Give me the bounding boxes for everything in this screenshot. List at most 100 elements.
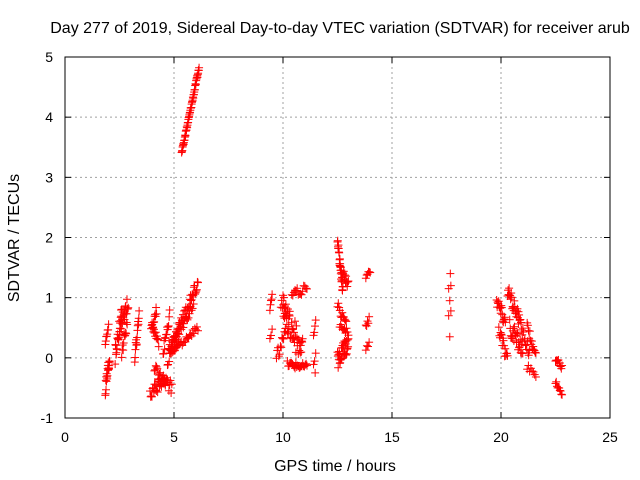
data-point bbox=[514, 307, 523, 316]
data-point bbox=[296, 363, 305, 372]
data-point bbox=[344, 342, 353, 351]
data-point bbox=[290, 317, 299, 326]
data-point bbox=[506, 295, 515, 304]
data-point bbox=[192, 285, 201, 294]
data-point bbox=[302, 361, 311, 370]
data-point bbox=[517, 325, 526, 334]
x-tick-label: 15 bbox=[384, 429, 400, 445]
data-point bbox=[123, 320, 132, 329]
data-point bbox=[293, 284, 302, 293]
data-point bbox=[342, 336, 351, 345]
data-point bbox=[503, 351, 512, 360]
data-point bbox=[152, 309, 161, 318]
data-point bbox=[365, 338, 374, 347]
data-point bbox=[445, 332, 454, 341]
data-point bbox=[131, 345, 140, 354]
data-point bbox=[187, 306, 196, 315]
data-point bbox=[337, 354, 346, 363]
data-point bbox=[189, 329, 198, 338]
data-point bbox=[185, 309, 194, 318]
data-point bbox=[501, 318, 510, 327]
data-point bbox=[278, 333, 287, 342]
data-point bbox=[496, 309, 505, 318]
data-point bbox=[556, 386, 565, 395]
data-point bbox=[336, 262, 345, 271]
data-point bbox=[510, 322, 519, 331]
data-point bbox=[161, 334, 170, 343]
data-point bbox=[193, 326, 202, 335]
data-point bbox=[163, 361, 172, 370]
data-point bbox=[124, 303, 133, 312]
data-point bbox=[500, 313, 509, 322]
data-point bbox=[276, 342, 285, 351]
data-point bbox=[192, 322, 201, 331]
data-point bbox=[122, 295, 131, 304]
data-point bbox=[189, 300, 198, 309]
x-tick-label: 25 bbox=[602, 429, 618, 445]
data-point bbox=[501, 344, 510, 353]
data-point bbox=[556, 362, 565, 371]
data-point bbox=[341, 316, 350, 325]
axis-ticks bbox=[64, 56, 611, 419]
data-point bbox=[335, 248, 344, 257]
y-tick-labels: -1 0 1 2 3 4 5 bbox=[41, 49, 54, 426]
data-point bbox=[361, 346, 370, 355]
data-point bbox=[151, 328, 160, 337]
y-tick-label: 2 bbox=[45, 230, 53, 246]
data-point bbox=[275, 350, 284, 359]
data-point bbox=[497, 330, 506, 339]
data-point bbox=[159, 349, 168, 358]
data-point bbox=[499, 336, 508, 345]
data-point bbox=[168, 347, 177, 356]
data-point bbox=[267, 296, 276, 305]
data-point bbox=[152, 387, 161, 396]
data-point bbox=[192, 287, 201, 296]
data-point bbox=[111, 360, 120, 369]
data-point bbox=[339, 267, 348, 276]
data-point bbox=[290, 328, 299, 337]
data-point bbox=[364, 342, 373, 351]
data-point bbox=[516, 348, 525, 357]
data-point bbox=[179, 338, 188, 347]
data-point bbox=[162, 330, 171, 339]
data-point bbox=[505, 291, 514, 300]
data-point bbox=[310, 328, 319, 337]
data-point bbox=[297, 290, 306, 299]
data-point bbox=[165, 357, 174, 366]
data-point bbox=[177, 325, 186, 334]
data-point bbox=[310, 357, 319, 366]
data-point bbox=[297, 348, 306, 357]
data-point bbox=[266, 300, 275, 309]
data-point bbox=[154, 335, 163, 344]
data-point bbox=[280, 314, 289, 323]
data-point bbox=[334, 363, 343, 372]
y-tick-label: 3 bbox=[45, 169, 53, 185]
data-point bbox=[507, 289, 516, 298]
data-point bbox=[268, 290, 277, 299]
data-point bbox=[117, 353, 126, 362]
data-point bbox=[298, 334, 307, 343]
data-point bbox=[558, 361, 567, 370]
data-point bbox=[156, 368, 165, 377]
data-point bbox=[103, 371, 112, 380]
y-tick-label: 4 bbox=[45, 109, 53, 125]
x-tick-label: 20 bbox=[493, 429, 509, 445]
data-point bbox=[195, 63, 204, 72]
data-point bbox=[365, 267, 374, 276]
data-point bbox=[118, 319, 127, 328]
x-tick-label: 10 bbox=[275, 429, 291, 445]
data-point bbox=[552, 377, 561, 386]
data-point bbox=[187, 295, 196, 304]
data-point bbox=[343, 344, 352, 353]
data-point bbox=[135, 306, 144, 315]
data-point bbox=[133, 333, 142, 342]
data-point bbox=[311, 316, 320, 325]
data-point bbox=[131, 353, 140, 362]
data-point bbox=[164, 321, 173, 330]
data-point bbox=[446, 306, 455, 315]
data-point bbox=[116, 324, 125, 333]
data-point bbox=[122, 329, 131, 338]
data-point bbox=[524, 351, 533, 360]
data-point bbox=[364, 319, 373, 328]
data-point bbox=[340, 315, 349, 324]
